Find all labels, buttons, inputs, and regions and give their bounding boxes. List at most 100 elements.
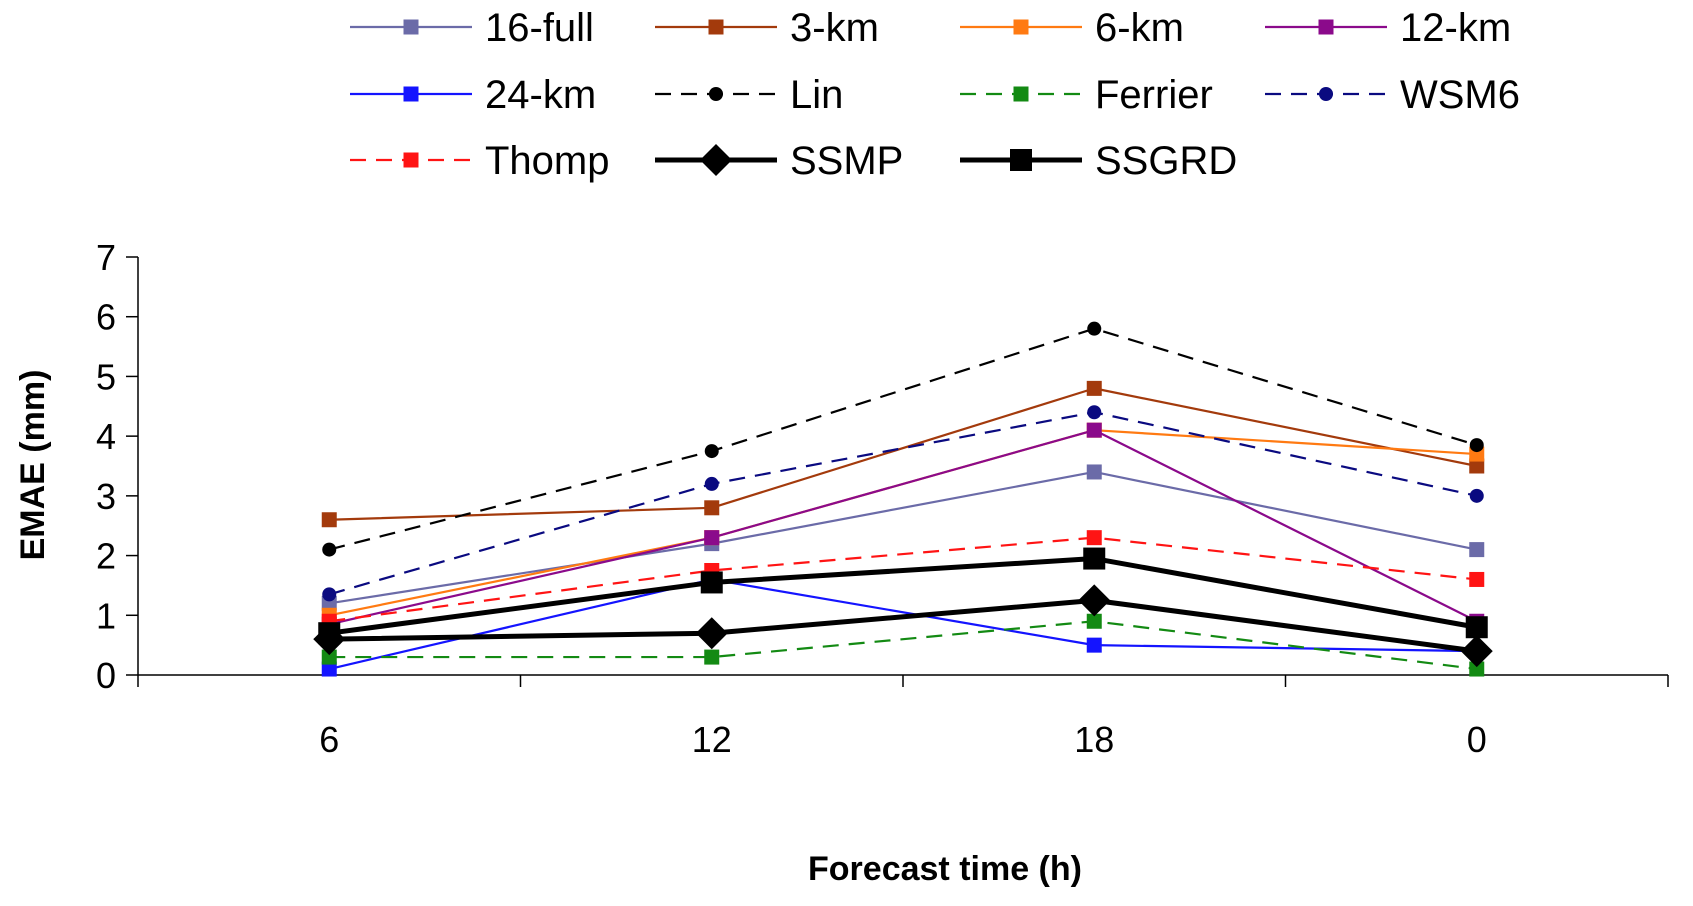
series-ferrier bbox=[321, 613, 1485, 677]
data-point-lin bbox=[322, 542, 337, 557]
legend-marker bbox=[403, 152, 419, 168]
series-line-ferrier bbox=[329, 620, 1477, 671]
series-line-wsm6 bbox=[328, 411, 1477, 596]
series-line-ssmp bbox=[329, 597, 1478, 654]
data-point-thomp bbox=[1469, 571, 1485, 587]
data-point-12-km bbox=[1086, 422, 1102, 438]
data-point-16-full bbox=[1086, 464, 1102, 480]
series-6-km bbox=[321, 422, 1485, 623]
legend-item-thomp: Thomp bbox=[350, 139, 610, 183]
data-point-3-km bbox=[321, 512, 337, 528]
series-ssgrd bbox=[318, 547, 1488, 645]
y-tick-label: 4 bbox=[96, 416, 116, 457]
legend-item-lin: Lin bbox=[655, 73, 843, 117]
legend-label: 12-km bbox=[1400, 6, 1511, 50]
data-point-ssgrd bbox=[1465, 616, 1488, 639]
legend-item-12-km: 12-km bbox=[1265, 6, 1511, 50]
data-point-12-km bbox=[704, 530, 720, 546]
x-tick-label: 12 bbox=[692, 719, 732, 760]
y-tick-label: 7 bbox=[96, 237, 116, 278]
legend-marker bbox=[1319, 87, 1333, 101]
data-point-lin bbox=[1469, 438, 1484, 453]
data-point-24-km bbox=[1086, 637, 1102, 653]
legend-marker bbox=[1318, 19, 1334, 35]
data-point-16-full bbox=[1469, 542, 1485, 558]
legend-marker bbox=[403, 19, 419, 35]
y-tick-label: 2 bbox=[96, 536, 116, 577]
legend-marker bbox=[709, 87, 723, 101]
series-thomp bbox=[321, 530, 1485, 629]
series-line-lin bbox=[328, 327, 1478, 551]
data-point-wsm6 bbox=[322, 587, 337, 602]
legend-label: Ferrier bbox=[1095, 73, 1213, 117]
y-tick-label: 0 bbox=[96, 655, 116, 696]
legend-item-24-km: 24-km bbox=[350, 73, 596, 117]
legend-label: 3-km bbox=[790, 6, 879, 50]
data-point-24-km bbox=[321, 661, 337, 677]
legend-marker bbox=[1013, 86, 1029, 102]
legend-item-ssmp: SSMP bbox=[655, 139, 903, 183]
legend-label: 6-km bbox=[1095, 6, 1184, 50]
x-tick-label: 18 bbox=[1074, 719, 1114, 760]
y-tick-label: 6 bbox=[96, 297, 116, 338]
y-tick-label: 1 bbox=[96, 595, 116, 636]
legend-label: Lin bbox=[790, 73, 843, 117]
legend-item-ferrier: Ferrier bbox=[960, 73, 1213, 117]
data-point-thomp bbox=[1086, 530, 1102, 546]
series-line-16-full bbox=[329, 470, 1477, 605]
data-point-ssgrd bbox=[318, 622, 341, 645]
data-point-wsm6 bbox=[704, 476, 719, 491]
legend-marker bbox=[700, 144, 732, 176]
legend-label: SSGRD bbox=[1095, 139, 1237, 183]
data-point-ferrier bbox=[1086, 613, 1102, 629]
legend-marker bbox=[708, 19, 724, 35]
series-lin bbox=[322, 321, 1484, 557]
series-line-thomp bbox=[329, 536, 1477, 623]
data-point-ssgrd bbox=[700, 571, 723, 594]
series-wsm6 bbox=[322, 405, 1484, 602]
x-tick-label: 0 bbox=[1467, 719, 1487, 760]
data-point-lin bbox=[1087, 321, 1102, 336]
legend-item-wsm6: WSM6 bbox=[1265, 73, 1520, 117]
legend-marker bbox=[403, 86, 419, 102]
x-axis-ticks: 6 12 18 0 bbox=[137, 675, 1669, 760]
data-point-ssmp bbox=[1078, 584, 1111, 617]
y-tick-label: 5 bbox=[96, 356, 116, 397]
legend-label: Thomp bbox=[485, 139, 610, 183]
data-point-3-km bbox=[1086, 380, 1102, 396]
data-point-ssmp bbox=[695, 617, 728, 650]
data-point-ssmp bbox=[1460, 635, 1493, 668]
chart-legend: 16-full 3-km 6-km 12-km 24-km Lin Ferrier WSM6 T… bbox=[350, 6, 1520, 183]
series-line-24-km bbox=[328, 578, 1477, 671]
series-12-km bbox=[321, 422, 1485, 632]
legend-item-ssgrd: SSGRD bbox=[960, 139, 1237, 183]
y-axis-title: EMAE (mm) bbox=[14, 370, 52, 561]
data-point-ssgrd bbox=[1083, 547, 1106, 570]
series-3-km bbox=[321, 380, 1485, 528]
series-line-ssgrd bbox=[328, 556, 1478, 636]
series-line-3-km bbox=[329, 387, 1477, 521]
legend-label: WSM6 bbox=[1400, 73, 1520, 117]
legend-item-6-km: 6-km bbox=[960, 6, 1184, 50]
data-point-ferrier bbox=[704, 649, 720, 665]
series-line-12-km bbox=[329, 429, 1478, 626]
y-tick-label: 3 bbox=[96, 476, 116, 517]
data-point-lin bbox=[704, 444, 719, 459]
legend-label: SSMP bbox=[790, 139, 903, 183]
legend-marker bbox=[1010, 149, 1032, 171]
x-tick-label: 6 bbox=[319, 719, 339, 760]
legend-item-16-full: 16-full bbox=[350, 6, 594, 50]
legend-marker bbox=[1013, 19, 1029, 35]
legend-label: 16-full bbox=[485, 6, 594, 50]
legend-label: 24-km bbox=[485, 73, 596, 117]
data-point-3-km bbox=[1469, 458, 1485, 474]
y-axis-ticks: 0 1 2 3 4 5 6 7 bbox=[96, 237, 138, 696]
x-axis-title: Forecast time (h) bbox=[808, 850, 1082, 888]
data-point-wsm6 bbox=[1087, 405, 1102, 420]
series-24-km bbox=[321, 571, 1485, 677]
data-point-ferrier bbox=[321, 649, 337, 665]
series-lines bbox=[313, 321, 1493, 677]
data-point-3-km bbox=[704, 500, 720, 516]
